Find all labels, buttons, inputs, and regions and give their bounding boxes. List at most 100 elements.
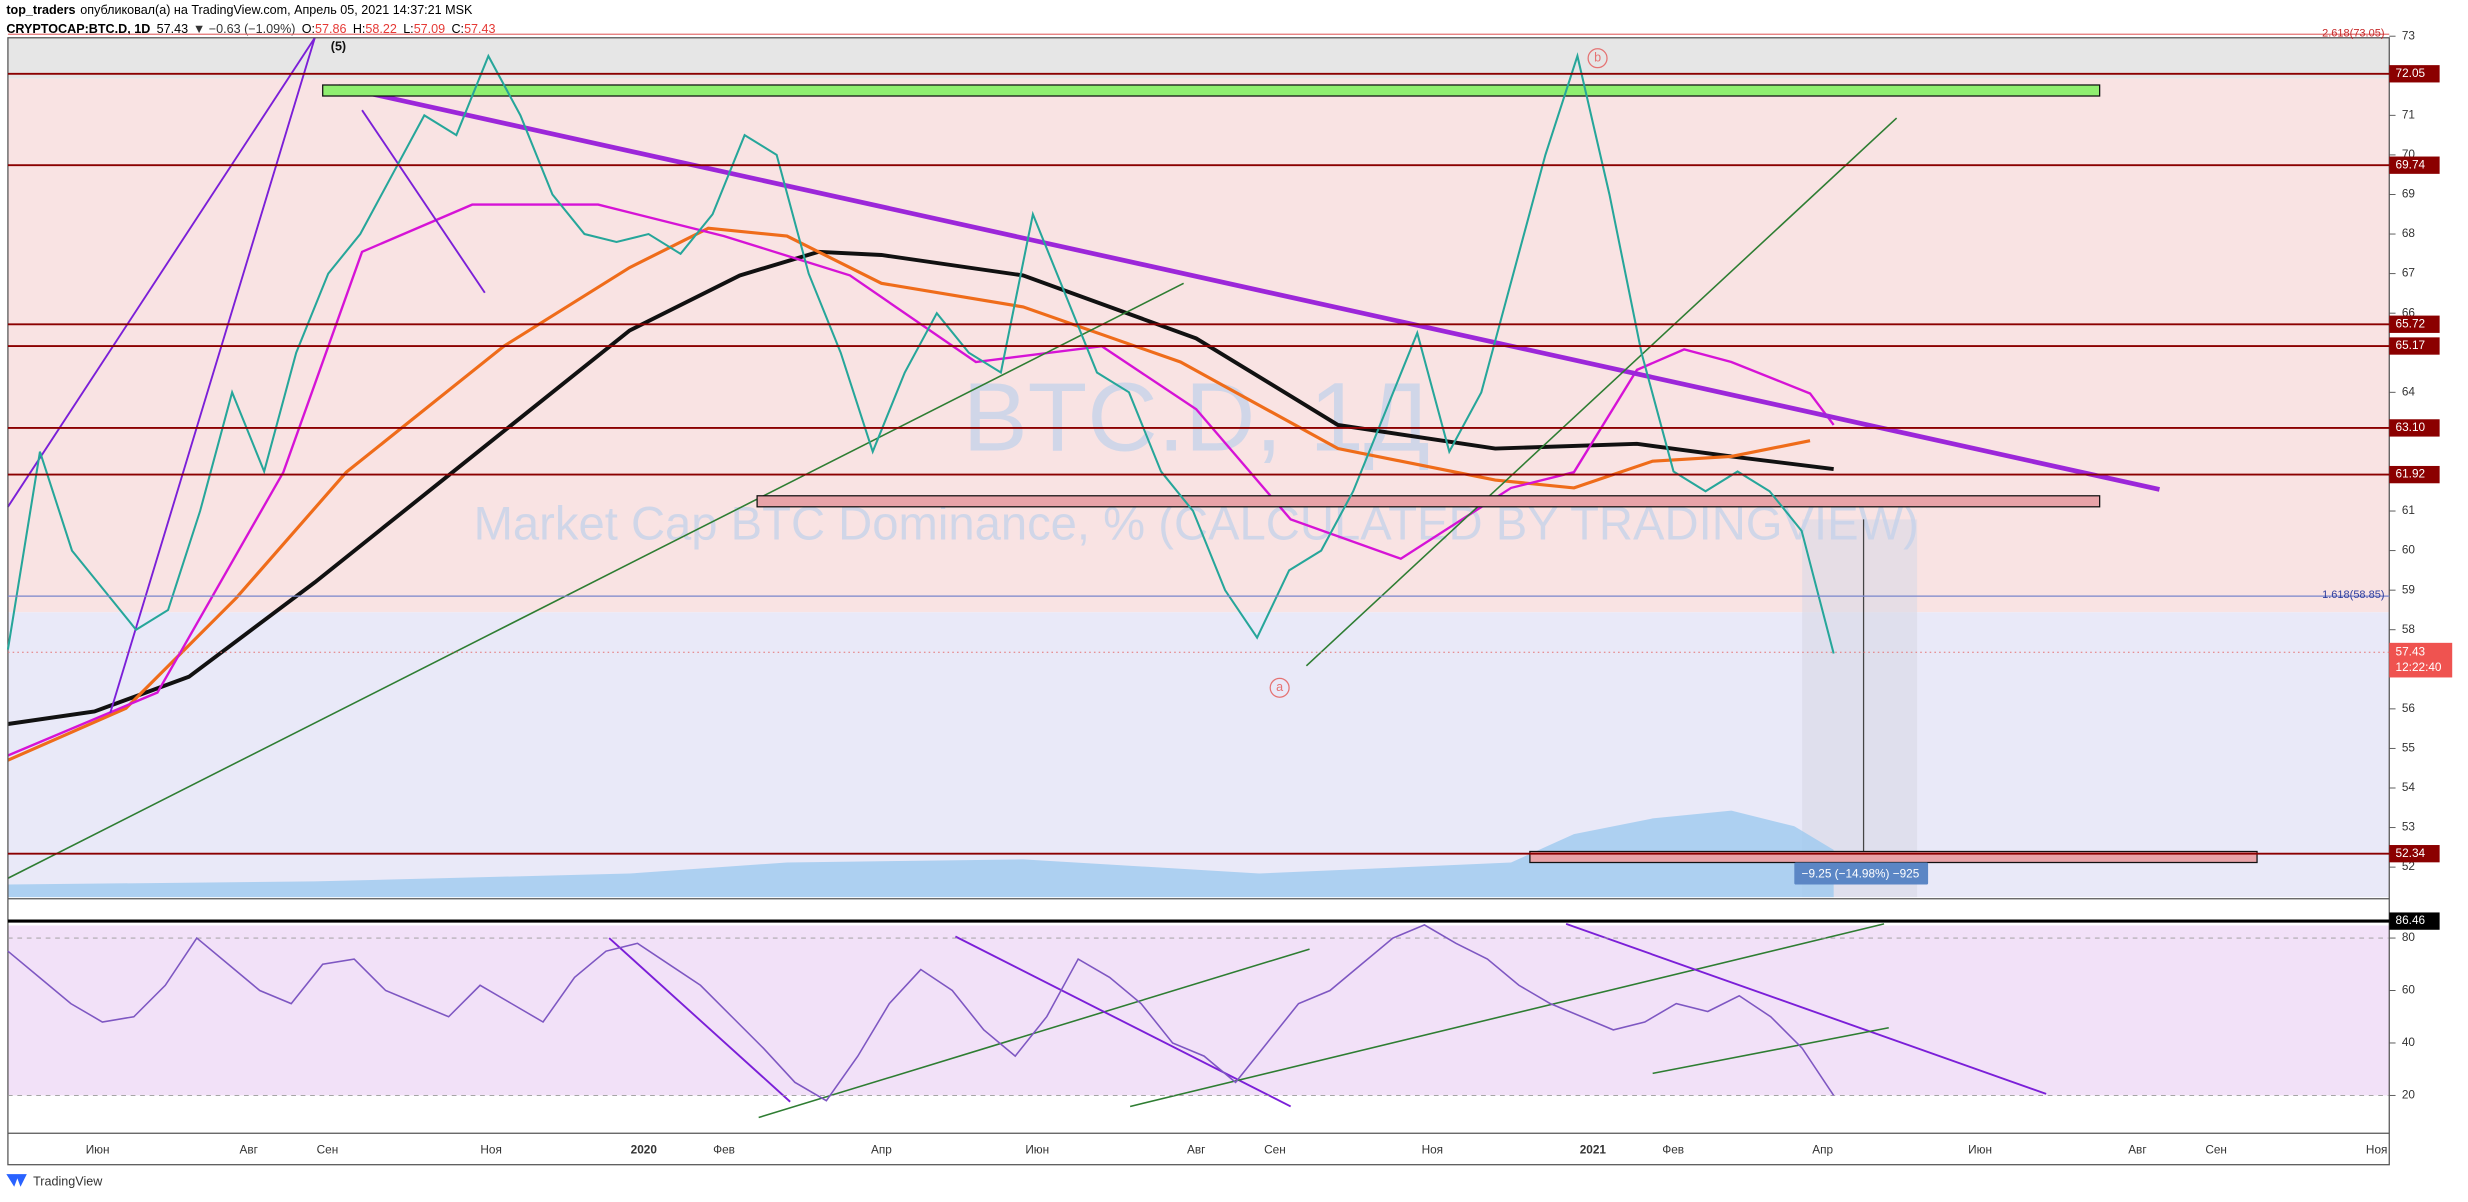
time-tick-label: Апр	[1812, 1143, 1833, 1157]
time-tick-label: Фев	[713, 1143, 735, 1157]
time-tick-label: Сен	[317, 1143, 339, 1157]
price-tick-label: 71	[2402, 107, 2415, 121]
wave-label: a	[1276, 680, 1283, 694]
symbol-line: CRYPTOCAP:BTC.D, 1D 57.43 ▼ −0.63 (−1.09%)…	[6, 22, 495, 36]
rsi-line	[7, 924, 1835, 1102]
price-line	[6, 52, 1835, 654]
ohlc-value: 58.22	[365, 22, 396, 36]
price-tick-label: 59	[2402, 582, 2415, 596]
last: 57.43	[157, 22, 188, 36]
time-tick-label: Авг	[240, 1143, 258, 1157]
rsi-line	[1129, 923, 1885, 1108]
ohlc-label: L:	[403, 22, 414, 36]
short-line	[361, 109, 486, 294]
volume-area	[7, 810, 1834, 898]
level-tag	[2389, 419, 2440, 437]
header-line: top_traders опубликовал(а) на TradingView…	[6, 3, 473, 17]
pink-box	[756, 495, 2101, 508]
author: top_traders	[6, 3, 75, 17]
wave-circle	[1587, 48, 1608, 69]
price-tick-label: 52	[2402, 859, 2415, 873]
ma-black	[7, 249, 1834, 726]
time-tick-label: Авг	[2128, 1143, 2146, 1157]
symbol: CRYPTOCAP:BTC.D, 1D	[6, 22, 150, 36]
current-price-label: 57.43	[2396, 644, 2426, 658]
level-tag-label: 61.92	[2396, 467, 2426, 481]
ma-orange	[7, 226, 1811, 762]
time-tick-label: Сен	[2205, 1143, 2227, 1157]
level-tag	[2389, 65, 2440, 83]
published: опубликовал(а) на TradingView.com, Апрел…	[80, 3, 473, 17]
time-tick-label: Авг	[1187, 1143, 1205, 1157]
countdown: 12:22:40	[2396, 660, 2442, 674]
time-tick-label: Ноя	[480, 1143, 501, 1157]
price-tick-label: 56	[2402, 701, 2416, 715]
wave-label: b	[1594, 51, 1601, 65]
price-tick-label: 73	[2402, 28, 2416, 42]
fib-label: 1.618(58.85)	[2322, 589, 2384, 601]
price-tick-label: 54	[2402, 780, 2416, 794]
price-tick-label: 60	[2402, 543, 2416, 557]
measure-box	[1794, 862, 1929, 885]
time-tick-label: Фев	[1662, 1143, 1684, 1157]
price-tick-label: 68	[2402, 226, 2416, 240]
time-tick-label: Июн	[1968, 1143, 1992, 1157]
green-line	[7, 282, 1184, 879]
rsi-level-tag	[2389, 912, 2440, 930]
rsi-line	[608, 937, 791, 1103]
measure-label: −9.25 (−14.98%) −925	[1802, 866, 1920, 880]
level-tag	[2389, 156, 2440, 174]
green-line	[1305, 117, 1898, 667]
time-tick-label: Июн	[1025, 1143, 1049, 1157]
price-tick-label: 61	[2402, 503, 2415, 517]
top-zone	[7, 37, 2390, 79]
price-tick-label: 64	[2402, 384, 2416, 398]
trendline	[337, 84, 2160, 492]
rsi-line	[954, 935, 1292, 1108]
level-tag	[2389, 315, 2440, 333]
level-tag	[2389, 845, 2440, 863]
fib-label: 2.618(73.05)	[2322, 27, 2384, 39]
rsi-tick-label: 40	[2402, 1035, 2416, 1049]
change: ▼ −0.63 (−1.09%)	[193, 22, 296, 36]
price-tick-label: 58	[2402, 622, 2416, 636]
watermark-symbol: BTC.D, 1Д	[963, 363, 1430, 472]
rsi-zone	[7, 925, 2390, 1096]
ma-magenta	[7, 203, 1835, 757]
rsi-line	[1565, 922, 2047, 1095]
level-tag-label: 65.17	[2396, 338, 2426, 352]
channel-line	[109, 37, 316, 714]
ohlc-label: H:	[353, 22, 366, 36]
price-tick-label: 67	[2402, 266, 2415, 280]
level-tag-label: 65.72	[2396, 316, 2426, 330]
price-tick-label: 53	[2402, 820, 2416, 834]
time-tick-label: Ноя	[1422, 1143, 1443, 1157]
frame	[7, 37, 2390, 1166]
level-tag	[2389, 465, 2440, 484]
level-tag	[2389, 337, 2440, 355]
rsi-tick-label: 20	[2402, 1088, 2416, 1102]
time-tick-label: 2021	[1580, 1143, 1607, 1157]
level-tag-label: 52.34	[2396, 846, 2426, 860]
price-tick-label: 69	[2402, 187, 2415, 201]
price-tick-label: 55	[2402, 741, 2416, 755]
wave-label: (5)	[331, 40, 346, 54]
wave-circle	[1269, 677, 1290, 698]
rsi-line	[1652, 1026, 1889, 1075]
level-tag-label: 69.74	[2396, 157, 2426, 171]
rsi-level-label: 86.46	[2396, 913, 2426, 927]
footer: TradingView	[33, 1174, 103, 1188]
time-tick-label: Июн	[86, 1143, 110, 1157]
blue-zone	[7, 612, 2390, 898]
rsi-tick-label: 60	[2402, 983, 2416, 997]
logo	[6, 1174, 27, 1187]
rsi-tick-label: 80	[2402, 930, 2416, 944]
time-tick-label: Апр	[871, 1143, 892, 1157]
time-tick-label: Сен	[1264, 1143, 1286, 1157]
level-tag-label: 72.05	[2396, 66, 2426, 80]
ohlc-value: 57.86	[315, 22, 346, 36]
current-price-tag	[2389, 642, 2453, 678]
ohlc-label: C:	[451, 22, 464, 36]
ohlc-label: O:	[302, 22, 315, 36]
